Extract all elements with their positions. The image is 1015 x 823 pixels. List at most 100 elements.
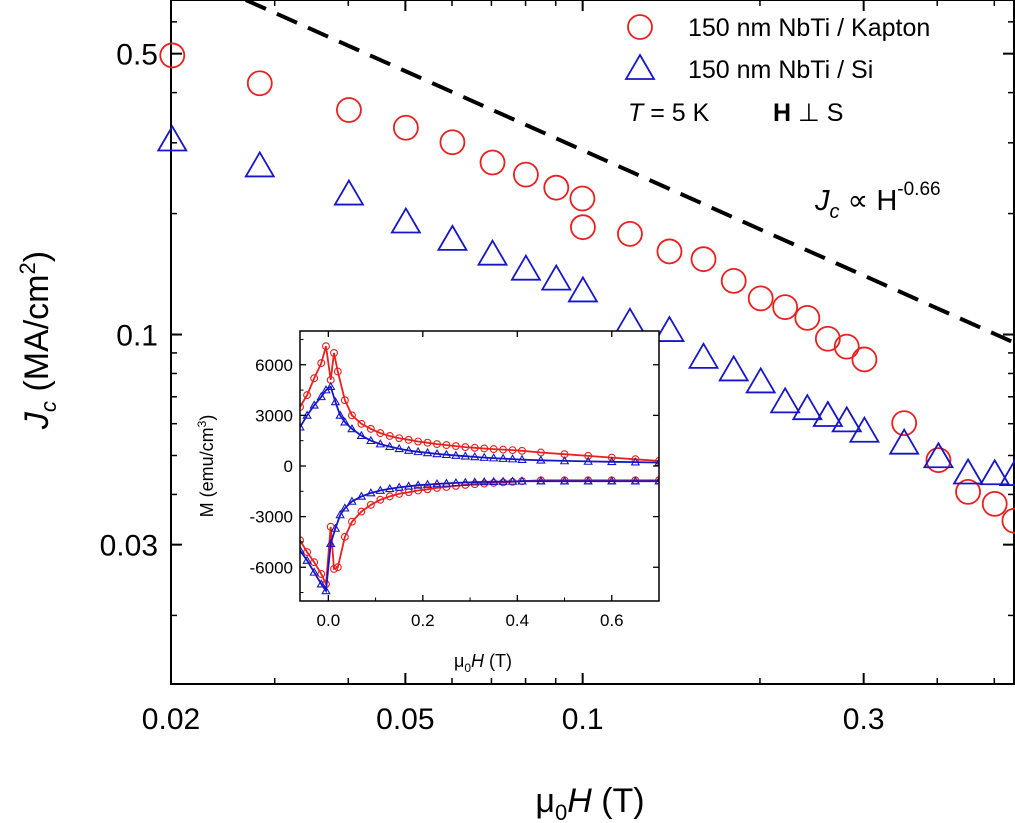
inset-si-point xyxy=(460,451,471,460)
inset-si-point xyxy=(384,483,395,493)
inset-kapton-point xyxy=(423,438,432,447)
inset-x-label-post: (T) xyxy=(484,651,512,671)
inset-kapton-point xyxy=(404,435,413,444)
inset-si-point xyxy=(325,381,336,391)
annotation-var: J xyxy=(814,185,830,217)
inset-kapton-point xyxy=(357,507,366,516)
kapton-point xyxy=(690,246,717,273)
inset-kapton-point xyxy=(303,391,312,400)
kapton-point xyxy=(833,333,860,360)
inset-kapton-point xyxy=(518,446,526,455)
inset-x-tick-label: 0.2 xyxy=(411,611,435,630)
inset-x-tick-label: 0.0 xyxy=(317,611,341,630)
inset-kapton-point xyxy=(499,445,508,454)
si-point xyxy=(769,386,801,414)
inset-x-label-main: H xyxy=(471,651,485,671)
inset-si-point xyxy=(470,451,480,461)
kapton-point xyxy=(392,114,419,141)
inset-si-point xyxy=(441,449,452,459)
si-point xyxy=(745,366,777,394)
si-point xyxy=(156,124,188,152)
inset-si-point xyxy=(422,447,433,457)
kapton-point xyxy=(891,410,918,437)
y-tick-label: 0.1 xyxy=(116,320,158,353)
x-tick-label: 0.1 xyxy=(562,703,604,736)
inset-si-point xyxy=(356,491,367,500)
inset-kapton-point xyxy=(376,429,385,438)
temperature-symbol: T xyxy=(628,99,645,127)
inset-kapton-point xyxy=(461,443,470,452)
inset-y-label-pre: M (emu/cm xyxy=(197,427,217,517)
si-point xyxy=(952,457,984,485)
inset-kapton-point xyxy=(366,424,375,433)
si-point xyxy=(922,441,955,469)
si-point xyxy=(333,178,365,206)
inset-kapton-point xyxy=(348,411,356,420)
inset-axis-ticks xyxy=(300,331,659,601)
inset-kapton-point xyxy=(385,492,394,501)
si-point xyxy=(436,224,468,251)
inset-tick-labels: 0.0 0.2 0.4 0.6 6000 3000 0 -3000 -6000 xyxy=(250,356,624,630)
inset-kapton-point xyxy=(322,342,330,351)
inset-si-point xyxy=(403,445,414,454)
si-point xyxy=(831,405,863,433)
inset-si-point xyxy=(316,579,327,588)
inset-si-point xyxy=(300,422,305,431)
si-point xyxy=(687,342,720,369)
si-point xyxy=(812,400,844,427)
field-orientation-label: H ⊥ S xyxy=(773,99,843,127)
y-tick-label: 0.03 xyxy=(100,530,158,563)
inset-si-point xyxy=(302,555,312,564)
inset-y-axis-label: M (emu/cm3) xyxy=(195,415,217,518)
x-label-post: (T) xyxy=(592,782,645,820)
kapton-point xyxy=(955,478,981,505)
kapton-point xyxy=(513,161,539,188)
inset-kapton-point xyxy=(451,442,460,451)
si-point xyxy=(567,275,599,303)
inset-kapton-point xyxy=(340,396,349,405)
field-perpendicular: ⊥ S xyxy=(791,99,843,127)
inset-si-point xyxy=(375,485,386,494)
inset-si-point xyxy=(366,488,376,497)
inset-kapton-point xyxy=(423,485,432,494)
inset-si-point xyxy=(335,410,345,419)
inset-si-point xyxy=(325,538,336,547)
si-point xyxy=(476,238,509,266)
legend-marker-si xyxy=(624,53,656,80)
inset-si-point xyxy=(536,476,546,485)
inset-si-point xyxy=(536,455,546,464)
kapton-point xyxy=(439,129,466,156)
inset-y-tick-label: -6000 xyxy=(250,558,293,577)
main-axis-ticks xyxy=(170,0,1014,684)
y-label-sup: 2 xyxy=(15,262,40,274)
inset-kapton-point xyxy=(489,445,498,454)
kapton-point xyxy=(772,294,799,321)
inset-si-point xyxy=(479,452,489,461)
inset-si-point xyxy=(316,391,327,401)
inset-y-tick-label: 3000 xyxy=(255,406,293,425)
inset-kapton-point xyxy=(330,564,338,573)
inset-si-point xyxy=(356,430,367,439)
inset-si-point xyxy=(347,423,357,433)
inset-si-point xyxy=(403,481,414,490)
inset-si-point xyxy=(654,457,659,466)
inset-si-point xyxy=(607,456,617,466)
inset-si-point xyxy=(413,446,423,456)
inset-si-point xyxy=(470,477,480,486)
inset-kapton-point xyxy=(584,451,593,460)
inset-si-point xyxy=(441,478,452,487)
inset-si-point xyxy=(300,545,305,554)
inset-si-point xyxy=(451,477,461,487)
inset-si-point xyxy=(375,439,386,448)
inset-si-point xyxy=(366,435,376,445)
inset-si-point xyxy=(384,441,395,450)
inset-si-point xyxy=(488,453,499,462)
main-tick-labels: 0.02 0.05 0.1 0.30.030.10.5 xyxy=(100,39,885,736)
kapton-point xyxy=(747,285,774,312)
si-point xyxy=(614,306,646,334)
inset-si-point xyxy=(583,476,593,485)
inset-kapton-point xyxy=(414,437,423,446)
inset-y-label-sup: 3 xyxy=(195,420,209,427)
x-tick-label: 0.3 xyxy=(843,703,885,736)
kapton-point xyxy=(617,221,643,247)
